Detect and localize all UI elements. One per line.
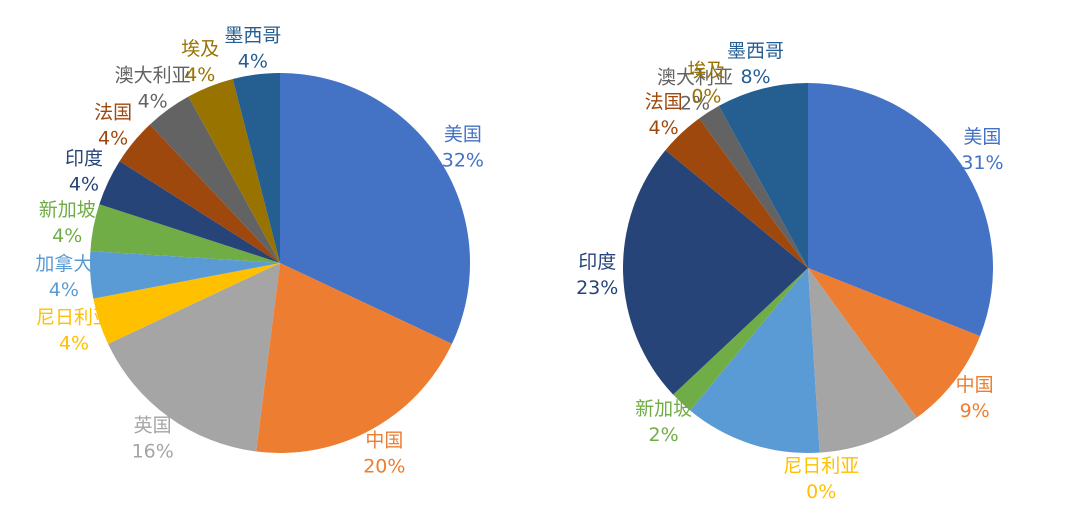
- pie-slice: [90, 204, 280, 263]
- pie-slice: [280, 73, 470, 344]
- slice-label: 中国: [956, 374, 994, 396]
- slice-label: 印度: [65, 147, 103, 169]
- slice-label: 新加坡: [39, 199, 96, 221]
- value-label: 4%: [649, 117, 679, 139]
- slice-label: 法国: [94, 101, 132, 123]
- pie-slice: [699, 105, 808, 268]
- pie-slice: [99, 161, 281, 263]
- pie-slice: [808, 268, 917, 453]
- slice-label: 尼日利亚: [783, 455, 859, 477]
- slice-label: 墨西哥: [727, 40, 784, 62]
- slice-label: 澳大利亚: [657, 66, 733, 88]
- value-label: 4%: [69, 173, 99, 195]
- value-label: 32%: [442, 149, 484, 171]
- value-label: 0%: [806, 481, 836, 503]
- pie-slice: [256, 263, 452, 454]
- value-label: 31%: [961, 152, 1003, 174]
- pie-slice: [93, 263, 281, 344]
- value-label: 2%: [649, 424, 679, 446]
- slice-label: 埃及: [181, 38, 219, 60]
- value-label: 4%: [185, 64, 215, 86]
- slice-label: 法国: [645, 91, 683, 113]
- pie-slice: [119, 124, 280, 263]
- pie-slice: [718, 83, 808, 268]
- value-label: 8%: [740, 66, 770, 88]
- value-label: 23%: [576, 277, 618, 299]
- value-label: 0%: [691, 86, 721, 108]
- pie-slice: [149, 96, 280, 263]
- slice-label: 中国: [365, 429, 403, 451]
- value-label: 4%: [49, 279, 79, 301]
- slice-label: 英国: [134, 415, 172, 437]
- pie-slice: [108, 263, 281, 452]
- value-label: 16%: [132, 441, 174, 463]
- pie-slice: [808, 268, 981, 418]
- slice-label: 美国: [963, 126, 1001, 148]
- pie-slice: [665, 118, 808, 269]
- value-label: 4%: [52, 225, 82, 247]
- value-label: 4%: [59, 332, 89, 354]
- pie-slice: [90, 251, 281, 299]
- slice-label: 尼日利亚: [36, 306, 112, 328]
- pie-slice: [808, 83, 993, 337]
- value-label: 2%: [680, 92, 710, 114]
- value-label: 4%: [98, 127, 128, 149]
- pie-slice: [623, 150, 808, 395]
- slice-label: 埃及: [687, 60, 725, 82]
- slice-label: 印度: [578, 251, 616, 273]
- pie-slice: [690, 268, 820, 453]
- pie-slice: [673, 268, 808, 411]
- slice-label: 加拿大: [35, 252, 92, 275]
- slice-label: 澳大利亚: [115, 64, 191, 86]
- slice-label: 美国: [444, 123, 482, 145]
- value-label: 4%: [238, 51, 268, 73]
- value-label: 9%: [960, 400, 990, 422]
- slice-label: 墨西哥: [224, 25, 281, 47]
- slice-label: 新加坡: [635, 398, 692, 420]
- pie-slice: [232, 73, 280, 263]
- pie-slice: [188, 78, 280, 263]
- value-label: 4%: [138, 90, 168, 112]
- value-label: 20%: [363, 455, 405, 477]
